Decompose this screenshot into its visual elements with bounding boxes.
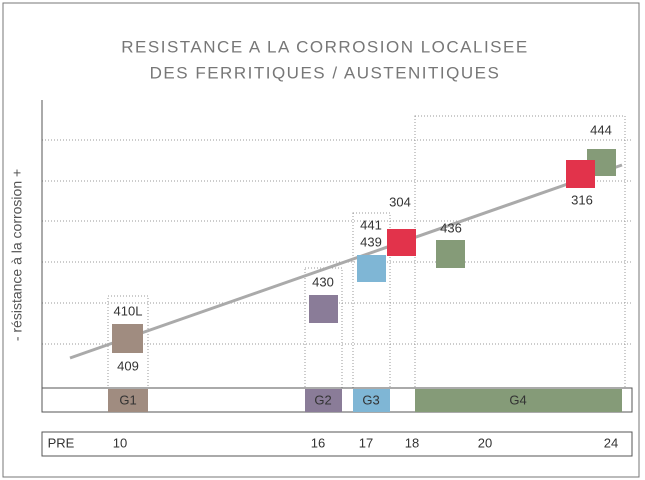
grade-label: 409 xyxy=(117,358,139,373)
group-label: G4 xyxy=(509,392,526,407)
grade-square xyxy=(309,295,338,323)
grade-label: 316 xyxy=(571,192,593,207)
group-label: G2 xyxy=(314,392,331,407)
grade-label: 430 xyxy=(312,274,334,289)
title-line: DES FERRITIQUES / AUSTENITIQUES xyxy=(150,63,501,82)
pre-value: 17 xyxy=(359,435,373,450)
grade-label: 436 xyxy=(440,220,462,235)
pre-value: 24 xyxy=(604,435,618,450)
group-label: G1 xyxy=(119,392,136,407)
grade-label: 304 xyxy=(389,194,411,209)
grade-square xyxy=(387,229,416,256)
trend-line xyxy=(69,163,623,360)
group-bar xyxy=(415,389,622,412)
grade-square xyxy=(436,240,465,268)
pre-label: PRE xyxy=(48,435,75,450)
title-line: RESISTANCE A LA CORROSION LOCALISEE xyxy=(121,37,528,56)
grade-label: 410L xyxy=(114,303,143,318)
grade-label: 441 xyxy=(360,217,382,232)
pre-row xyxy=(41,431,633,457)
grade-square xyxy=(566,160,595,188)
pre-value: 10 xyxy=(113,435,127,450)
group-bar xyxy=(108,389,148,412)
grade-label: 444 xyxy=(590,122,612,137)
grade-label: 439 xyxy=(360,234,382,249)
group-bar xyxy=(305,389,342,412)
grade-square xyxy=(112,324,143,353)
group-label: G3 xyxy=(362,392,379,407)
grade-square xyxy=(357,255,386,282)
pre-value: 16 xyxy=(311,435,325,450)
group-bar xyxy=(353,389,390,412)
pre-value: 18 xyxy=(405,435,419,450)
y-axis-label: - résistance à la corrosion + xyxy=(9,169,25,341)
group-box xyxy=(352,212,391,389)
pre-value: 20 xyxy=(478,435,492,450)
